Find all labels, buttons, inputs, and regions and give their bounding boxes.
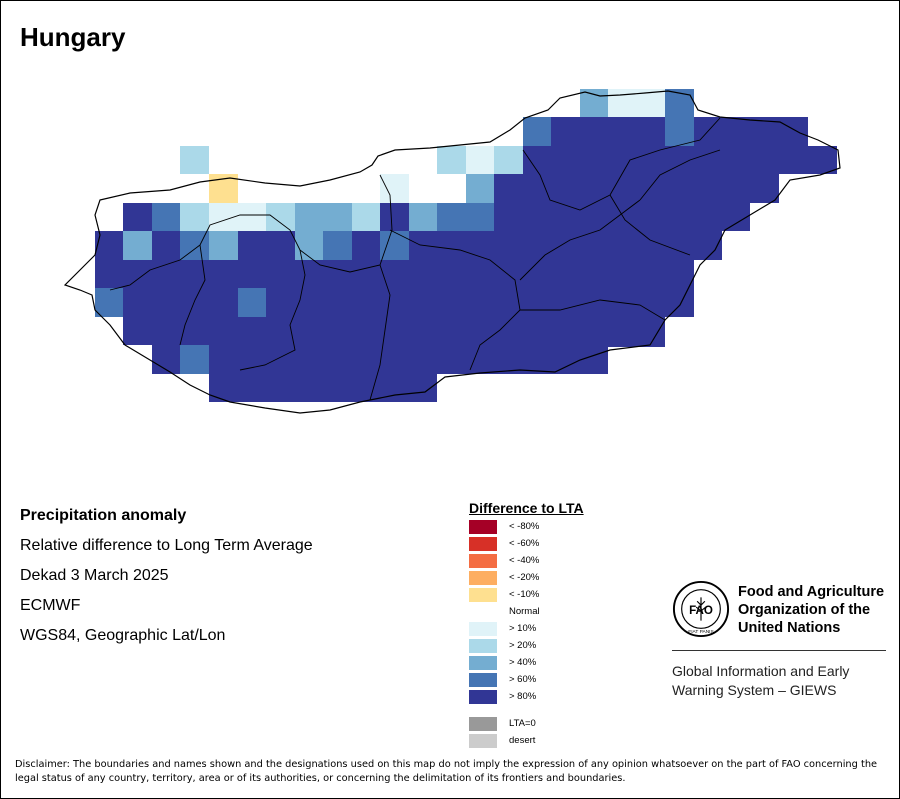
giews-label: Global Information and Early Warning Sys… (672, 662, 892, 700)
grid-cell (380, 174, 409, 203)
grid-region-over-80 (95, 117, 837, 402)
grid-cell (665, 117, 694, 146)
legend-swatch (469, 554, 497, 568)
info-line: ECMWF (20, 597, 81, 614)
legend-swatch (469, 734, 497, 748)
legend-label: > 60% (509, 674, 537, 685)
fao-name: Food and Agriculture Organization of the… (738, 583, 900, 637)
grid-cell (352, 203, 380, 231)
map-info: Precipitation anomaly Relative differenc… (20, 506, 313, 656)
grid-cell (466, 174, 494, 203)
grid-cell (380, 231, 409, 260)
map-title: Hungary (20, 22, 126, 52)
grid-cell (238, 288, 266, 317)
info-line: WGS84, Geographic Lat/Lon (20, 627, 226, 644)
grid-cell (580, 89, 608, 117)
giews-line: Global Information and Early (672, 663, 850, 679)
grid-cell (608, 89, 637, 117)
fao-logo-motto: FIAT PANIS (688, 629, 714, 635)
country-boundary (63, 90, 841, 414)
info-heading: Precipitation anomaly (20, 507, 187, 524)
grid-cell (466, 203, 494, 231)
legend-label: > 80% (509, 691, 537, 702)
grid-cell (494, 146, 523, 174)
fao-logo-icon: FAO FIAT PANIS (672, 580, 730, 638)
info-line: Dekad 3 March 2025 (20, 567, 169, 584)
legend-label: < -40% (509, 555, 540, 566)
legend-swatch (469, 656, 497, 670)
fao-name-line: Food and Agriculture (738, 584, 885, 600)
grid-cell (266, 203, 295, 231)
grid-cell (409, 203, 437, 231)
info-line: Relative difference to Long Term Average (20, 537, 313, 554)
legend-label: LTA=0 (509, 718, 536, 729)
grid-cell (437, 146, 466, 174)
admin-boundaries (109, 117, 721, 401)
grid-cell (437, 203, 466, 231)
anomaly-grid (95, 89, 837, 402)
fao-name-line: United Nations (738, 620, 841, 636)
legend: Difference to LTA < -80% < -60% < -40% < -2… (469, 500, 584, 748)
grid-cell (466, 146, 494, 174)
grid-cell (238, 203, 266, 231)
legend-label: > 10% (509, 623, 537, 634)
legend-label: < -60% (509, 538, 540, 549)
legend-label: desert (509, 735, 536, 746)
legend-label: < -10% (509, 589, 540, 600)
grid-cell (323, 203, 352, 231)
giews-line: Warning System – GIEWS (672, 682, 837, 698)
grid-cell (523, 117, 551, 146)
legend-swatch (469, 537, 497, 551)
disclaimer: Disclaimer: The boundaries and names sho… (15, 759, 878, 784)
legend-label: > 40% (509, 657, 537, 668)
grid-cell (95, 288, 123, 317)
legend-swatch (469, 717, 497, 731)
precipitation-map (63, 89, 841, 414)
legend-label: < -20% (509, 572, 540, 583)
legend-swatch (469, 639, 497, 653)
legend-label: Normal (509, 606, 540, 617)
grid-cell (295, 231, 323, 260)
grid-cell (323, 231, 352, 260)
legend-title: Difference to LTA (469, 500, 584, 516)
grid-cell (180, 146, 209, 174)
divider (672, 650, 886, 651)
legend-swatch (469, 520, 497, 534)
legend-swatch (469, 622, 497, 636)
grid-cell (152, 203, 180, 231)
legend-swatch (469, 690, 497, 704)
fao-name-line: Organization of the (738, 602, 871, 618)
legend-label: < -80% (509, 521, 540, 532)
legend-swatch (469, 588, 497, 602)
legend-label: > 20% (509, 640, 537, 651)
grid-cell (123, 231, 152, 260)
grid-cell (608, 345, 665, 347)
legend-swatch (469, 571, 497, 585)
grid-cell (180, 203, 209, 231)
legend-swatch (469, 673, 497, 687)
grid-cell (209, 231, 238, 260)
grid-cell (180, 345, 209, 374)
grid-cell (295, 203, 323, 231)
